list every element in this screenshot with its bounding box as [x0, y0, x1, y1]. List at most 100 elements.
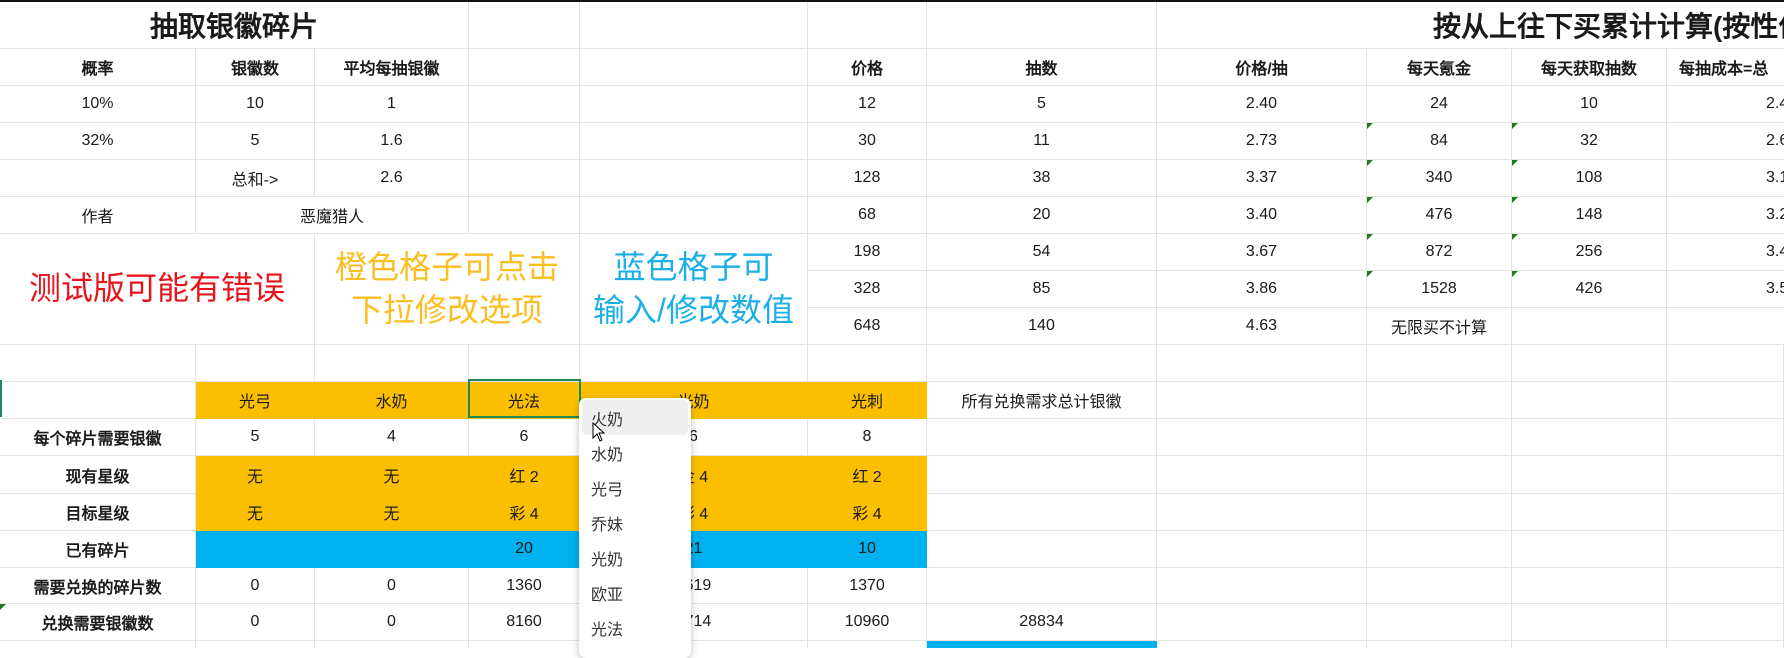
table-cell: 0 [315, 604, 469, 641]
cell [469, 86, 580, 123]
fragment-input-cell[interactable]: 10 [808, 531, 927, 568]
character-select-cell[interactable]: 光刺 [808, 382, 927, 419]
star-select-cell[interactable]: 无 [196, 456, 315, 494]
author-name: 恶魔猎人 [196, 197, 469, 234]
orange-hint-line: 橙色格子可点击 [334, 248, 559, 285]
cell [1157, 382, 1367, 419]
star-select-cell[interactable]: 红 2 [808, 456, 927, 494]
cell [1367, 419, 1512, 456]
cell [1512, 419, 1667, 456]
fragment-input-cell[interactable] [196, 531, 315, 568]
table-cell: 2.4 [1667, 86, 1784, 123]
fragment-input-cell[interactable] [315, 531, 469, 568]
table-cell: 24 [1367, 86, 1512, 123]
table-cell: 3.5 [1667, 271, 1784, 308]
star-select-cell[interactable]: 红 2 [469, 456, 580, 494]
table-cell: 872 [1367, 234, 1512, 271]
cell [580, 160, 808, 197]
fragment-input-cell[interactable]: 20 [469, 531, 580, 568]
cell [1367, 641, 1512, 648]
star-select-cell[interactable]: 无 [196, 494, 315, 531]
table-cell: 0 [315, 568, 469, 604]
dropdown-option[interactable]: 光弓 [591, 481, 624, 499]
cell [1512, 568, 1667, 604]
table-cell: 68 [808, 197, 927, 234]
cell [196, 641, 315, 648]
comment-marker-icon [1512, 160, 1518, 166]
grand-total: 28834 [927, 604, 1157, 641]
table-cell: 12 [808, 86, 927, 123]
cell [0, 641, 196, 648]
active-row-indicator [0, 380, 2, 417]
cell [469, 2, 580, 49]
table-cell: 1 [315, 86, 469, 123]
table-cell [1512, 308, 1667, 345]
cell [1512, 382, 1667, 419]
cell [1667, 494, 1784, 531]
table-cell: 10 [1512, 86, 1667, 123]
table-cell: 84 [1367, 123, 1512, 160]
warning-note: 测试版可能有错误 [0, 234, 315, 345]
table-cell: 3.86 [1157, 271, 1367, 308]
cell [927, 531, 1157, 568]
table-cell [0, 160, 196, 197]
star-select-cell[interactable]: 彩 4 [469, 494, 580, 531]
table-cell: 340 [1367, 160, 1512, 197]
table-cell: 3.4 [1667, 234, 1784, 271]
cell [808, 2, 927, 49]
cell [1667, 456, 1784, 494]
star-select-cell[interactable]: 无 [315, 456, 469, 494]
character-select-cell[interactable]: 光法 [469, 382, 580, 419]
cell [1667, 382, 1784, 419]
right-table-title: 按从上往下买累计计算(按性价 [1157, 2, 1784, 49]
star-select-cell[interactable]: 彩 4 [808, 494, 927, 531]
table-cell: 0 [196, 568, 315, 604]
table-cell: 4 [315, 419, 469, 456]
cell [1157, 345, 1367, 382]
table-cell: 1528 [1367, 271, 1512, 308]
cell [580, 49, 808, 86]
character-select-cell[interactable]: 水奶 [315, 382, 469, 419]
dropdown-option[interactable]: 光奶 [591, 551, 624, 569]
cell [927, 494, 1157, 531]
cell [1157, 531, 1367, 568]
star-select-cell[interactable]: 无 [315, 494, 469, 531]
row-label: 已有碎片 [0, 531, 196, 568]
table-cell: 3.40 [1157, 197, 1367, 234]
table-cell: 648 [808, 308, 927, 345]
comment-marker-icon [0, 604, 6, 610]
dropdown-option[interactable]: 水奶 [591, 446, 624, 464]
comment-marker-icon [1512, 123, 1518, 129]
column-header: 每天氪金 [1367, 49, 1512, 86]
cell [580, 641, 808, 648]
column-header: 每天获取抽数 [1512, 49, 1667, 86]
comment-marker-icon [1367, 234, 1373, 240]
row-label: 目标星级 [0, 494, 196, 531]
cell [580, 123, 808, 160]
table-cell: 2.73 [1157, 123, 1367, 160]
table-cell: 256 [1512, 234, 1667, 271]
table-cell: 476 [1367, 197, 1512, 234]
left-table-title: 抽取银徽碎片 [0, 2, 469, 49]
cell [1667, 641, 1784, 648]
dropdown-option[interactable]: 光法 [591, 621, 624, 639]
table-cell [1667, 308, 1784, 345]
comment-marker-icon [1367, 123, 1373, 129]
cell [580, 197, 808, 234]
comment-marker-icon [1367, 271, 1373, 277]
cell [315, 345, 469, 382]
row-label: 需要兑换的碎片数 [0, 568, 196, 604]
cell [1667, 604, 1784, 641]
cell [580, 345, 808, 382]
cell [1667, 419, 1784, 456]
column-header: 概率 [0, 49, 196, 86]
cell [1667, 531, 1784, 568]
cell [1157, 568, 1367, 604]
dropdown-option[interactable]: 火奶 [582, 400, 688, 435]
character-select-cell[interactable]: 光弓 [196, 382, 315, 419]
dropdown-option[interactable]: 欧亚 [591, 586, 624, 604]
table-cell: 0 [196, 604, 315, 641]
dropdown-option[interactable]: 乔妹 [591, 516, 624, 534]
table-cell: 1.6 [315, 123, 469, 160]
row-label: 每个碎片需要银徽 [0, 419, 196, 456]
